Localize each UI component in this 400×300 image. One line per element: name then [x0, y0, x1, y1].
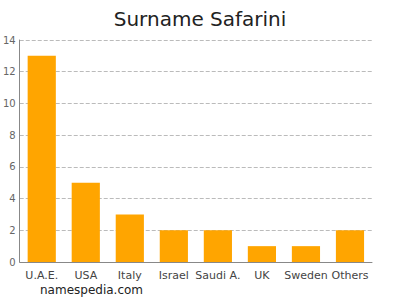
- svg-text:Israel: Israel: [159, 269, 189, 282]
- svg-text:0: 0: [9, 257, 15, 268]
- svg-text:2: 2: [9, 225, 15, 236]
- svg-text:8: 8: [9, 130, 15, 141]
- svg-text:Saudi A.: Saudi A.: [195, 269, 240, 282]
- svg-text:6: 6: [9, 161, 15, 172]
- svg-text:4: 4: [9, 193, 15, 204]
- svg-text:UK: UK: [254, 269, 270, 282]
- svg-text:10: 10: [3, 98, 16, 109]
- svg-text:Others: Others: [331, 269, 368, 282]
- svg-text:14: 14: [3, 35, 16, 46]
- svg-text:Surname Safarini: Surname Safarini: [114, 7, 287, 31]
- svg-text:U.A.E.: U.A.E.: [25, 269, 58, 282]
- svg-text:12: 12: [3, 66, 16, 77]
- svg-text:Sweden: Sweden: [284, 269, 327, 282]
- svg-text:namespedia.com: namespedia.com: [40, 283, 143, 297]
- svg-text:USA: USA: [74, 269, 97, 282]
- svg-text:Italy: Italy: [118, 269, 142, 282]
